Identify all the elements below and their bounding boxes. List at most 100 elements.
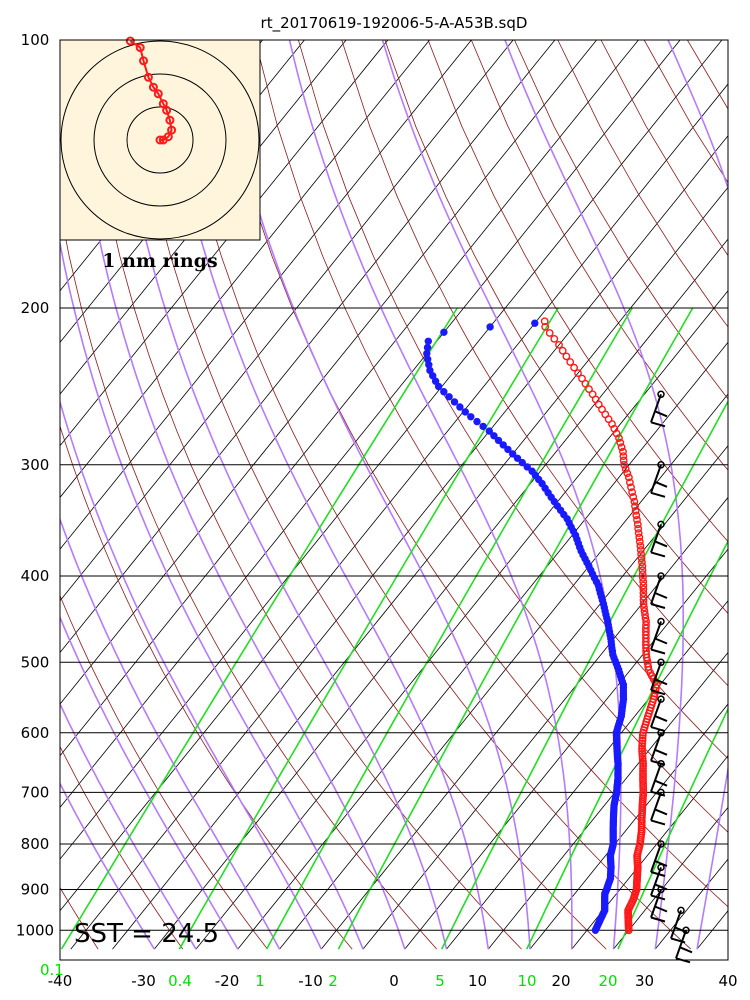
isotherm (237, 341, 728, 950)
temperature-point (617, 443, 626, 452)
temperature-point (638, 570, 647, 578)
temperature-point (638, 739, 647, 748)
temperature-point (540, 317, 549, 326)
wind-barb (650, 729, 668, 766)
dry-adiabat (298, 40, 728, 760)
isotherm (60, 40, 389, 447)
dewpoint-point (467, 413, 475, 421)
pressure-tick-label: 1000 (16, 921, 54, 939)
temperature-point (570, 363, 578, 372)
wind-barb (650, 520, 668, 558)
wind-barb-flag (650, 916, 666, 923)
isotherm (279, 393, 728, 950)
temperature-tick-label: -10 (298, 972, 323, 990)
wind-barb-staff (675, 929, 687, 959)
wind-barbs (650, 390, 693, 964)
temperature-point (639, 757, 647, 766)
temperature-point (574, 369, 582, 377)
temperature-point (545, 329, 554, 337)
temperature-point (639, 585, 648, 594)
hodograph-point (167, 125, 177, 135)
mixing-ratio-tick-label: 0.1 (40, 961, 64, 979)
isotherm (0, 40, 54, 949)
isotherm (60, 40, 681, 809)
temperature-point (634, 529, 643, 537)
hodograph-point (125, 36, 135, 46)
hodograph-point (165, 115, 175, 125)
temperature-point (566, 358, 575, 366)
temperature-point (639, 767, 647, 775)
isotherm (60, 40, 514, 602)
temperature-tick-label: 20 (551, 972, 570, 990)
temperature-point (638, 742, 646, 750)
temperature-point (639, 781, 647, 790)
dry-adiabat (211, 40, 728, 908)
temperature-point (641, 614, 650, 622)
wind-barb-flag (654, 748, 668, 756)
wind-barb-flag (650, 491, 666, 498)
temperature-point (639, 772, 647, 780)
dewpoint-point (424, 337, 432, 345)
hodograph-ring (93, 73, 227, 207)
pressure-tick-label: 300 (21, 456, 50, 474)
wind-barb-station (657, 390, 665, 399)
wind-barb-flag (650, 759, 666, 766)
temperature-point (638, 752, 647, 761)
wind-barb-staff (650, 661, 662, 691)
pressure-tick-label: 100 (21, 31, 50, 49)
temperature-tick-label: 30 (635, 972, 654, 990)
temperature-point (639, 600, 648, 608)
wind-barb-station (677, 906, 685, 915)
temperature-tick-label: 10 (468, 972, 487, 990)
temperature-point (638, 754, 647, 763)
dry-adiabat (427, 40, 728, 543)
temperature-point (639, 592, 648, 601)
moist-adiabat (60, 517, 281, 950)
mixing-ratio-tick-label: 2 (328, 972, 338, 990)
temperature-point (581, 379, 590, 388)
dewpoint-point (461, 408, 469, 416)
temperature-point (630, 497, 639, 506)
hodograph-point (135, 43, 145, 53)
wind-barb-staff (650, 867, 662, 896)
isotherm (60, 40, 472, 550)
hodograph-point (162, 105, 172, 115)
temperature-profile (540, 317, 661, 935)
temperature-point (637, 550, 645, 558)
dewpoint-point (423, 349, 431, 358)
isotherm (739, 40, 750, 949)
hodograph-point (148, 82, 158, 92)
wind-barb-station (657, 695, 665, 703)
temperature-tick-label: 0 (389, 972, 399, 990)
dewpoint-point (440, 388, 448, 396)
mixing-ratio-tick-label: 10 (517, 972, 536, 990)
temperature-point (619, 452, 628, 460)
hodograph-point (158, 99, 168, 109)
hodograph-ring (60, 40, 260, 240)
wind-barb-flag (650, 819, 666, 826)
wind-barb-station (657, 617, 665, 626)
wind-barb (650, 572, 668, 609)
moist-adiabat (78, 126, 406, 950)
dewpoint-point (440, 328, 448, 336)
sst-label: SST = 24.5 (74, 919, 219, 949)
pressure-tick-label: 400 (21, 567, 50, 585)
temperature-point (636, 546, 645, 554)
wind-barb-staff (650, 621, 662, 650)
moist-adiabat (158, 40, 490, 950)
hodograph-point (163, 132, 173, 142)
temperature-tick-label: -20 (215, 972, 240, 990)
wind-barb-station (657, 461, 665, 469)
dry-adiabat (731, 40, 750, 949)
temperature-point (632, 511, 641, 520)
isotherm (60, 40, 556, 654)
dewpoint-point (423, 343, 432, 352)
temperature-point (625, 473, 633, 482)
dewpoint-point (445, 393, 453, 401)
hodograph-point (153, 89, 163, 99)
temperature-point (637, 554, 646, 563)
mixing-ratio-line (178, 307, 559, 950)
temperature-point (638, 734, 647, 742)
dry-adiabat (687, 40, 728, 110)
